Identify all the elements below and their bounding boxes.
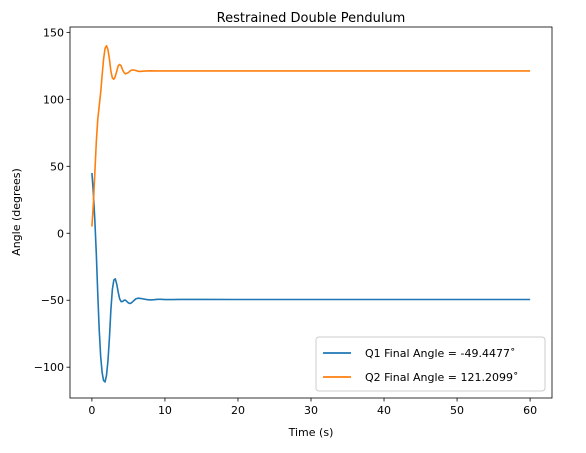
y-tick-label: 50 [50,160,64,173]
x-tick-label: 20 [231,404,245,417]
x-ticks: 0 10 20 30 40 50 60 [88,398,537,417]
x-tick-label: 30 [304,404,318,417]
legend-box [315,336,546,392]
series-line-q2 [91,44,531,227]
x-tick-label: 50 [450,404,464,417]
y-tick-label: −100 [34,361,64,374]
y-tick-label: −50 [41,294,64,307]
legend-label-q1: Q1 Final Angle = -49.4477˚ [365,347,515,360]
x-tick-label: 60 [523,404,537,417]
chart-title: Restrained Double Pendulum [217,11,406,26]
series-line-q1 [91,172,531,383]
y-ticks: −100 −50 0 50 100 150 [34,26,70,374]
y-tick-label: 0 [57,227,64,240]
legend: Q1 Final Angle = -49.4477˚ Q2 Final Angl… [315,336,546,392]
series-layer [91,44,531,383]
y-axis-label: Angle (degrees) [10,168,23,256]
legend-label-q2: Q2 Final Angle = 121.2099˚ [365,371,519,384]
x-tick-label: 0 [88,404,95,417]
y-tick-label: 100 [43,93,64,106]
x-tick-label: 40 [377,404,391,417]
x-axis-label: Time (s) [288,426,334,439]
y-tick-label: 150 [43,26,64,39]
x-tick-label: 10 [158,404,172,417]
